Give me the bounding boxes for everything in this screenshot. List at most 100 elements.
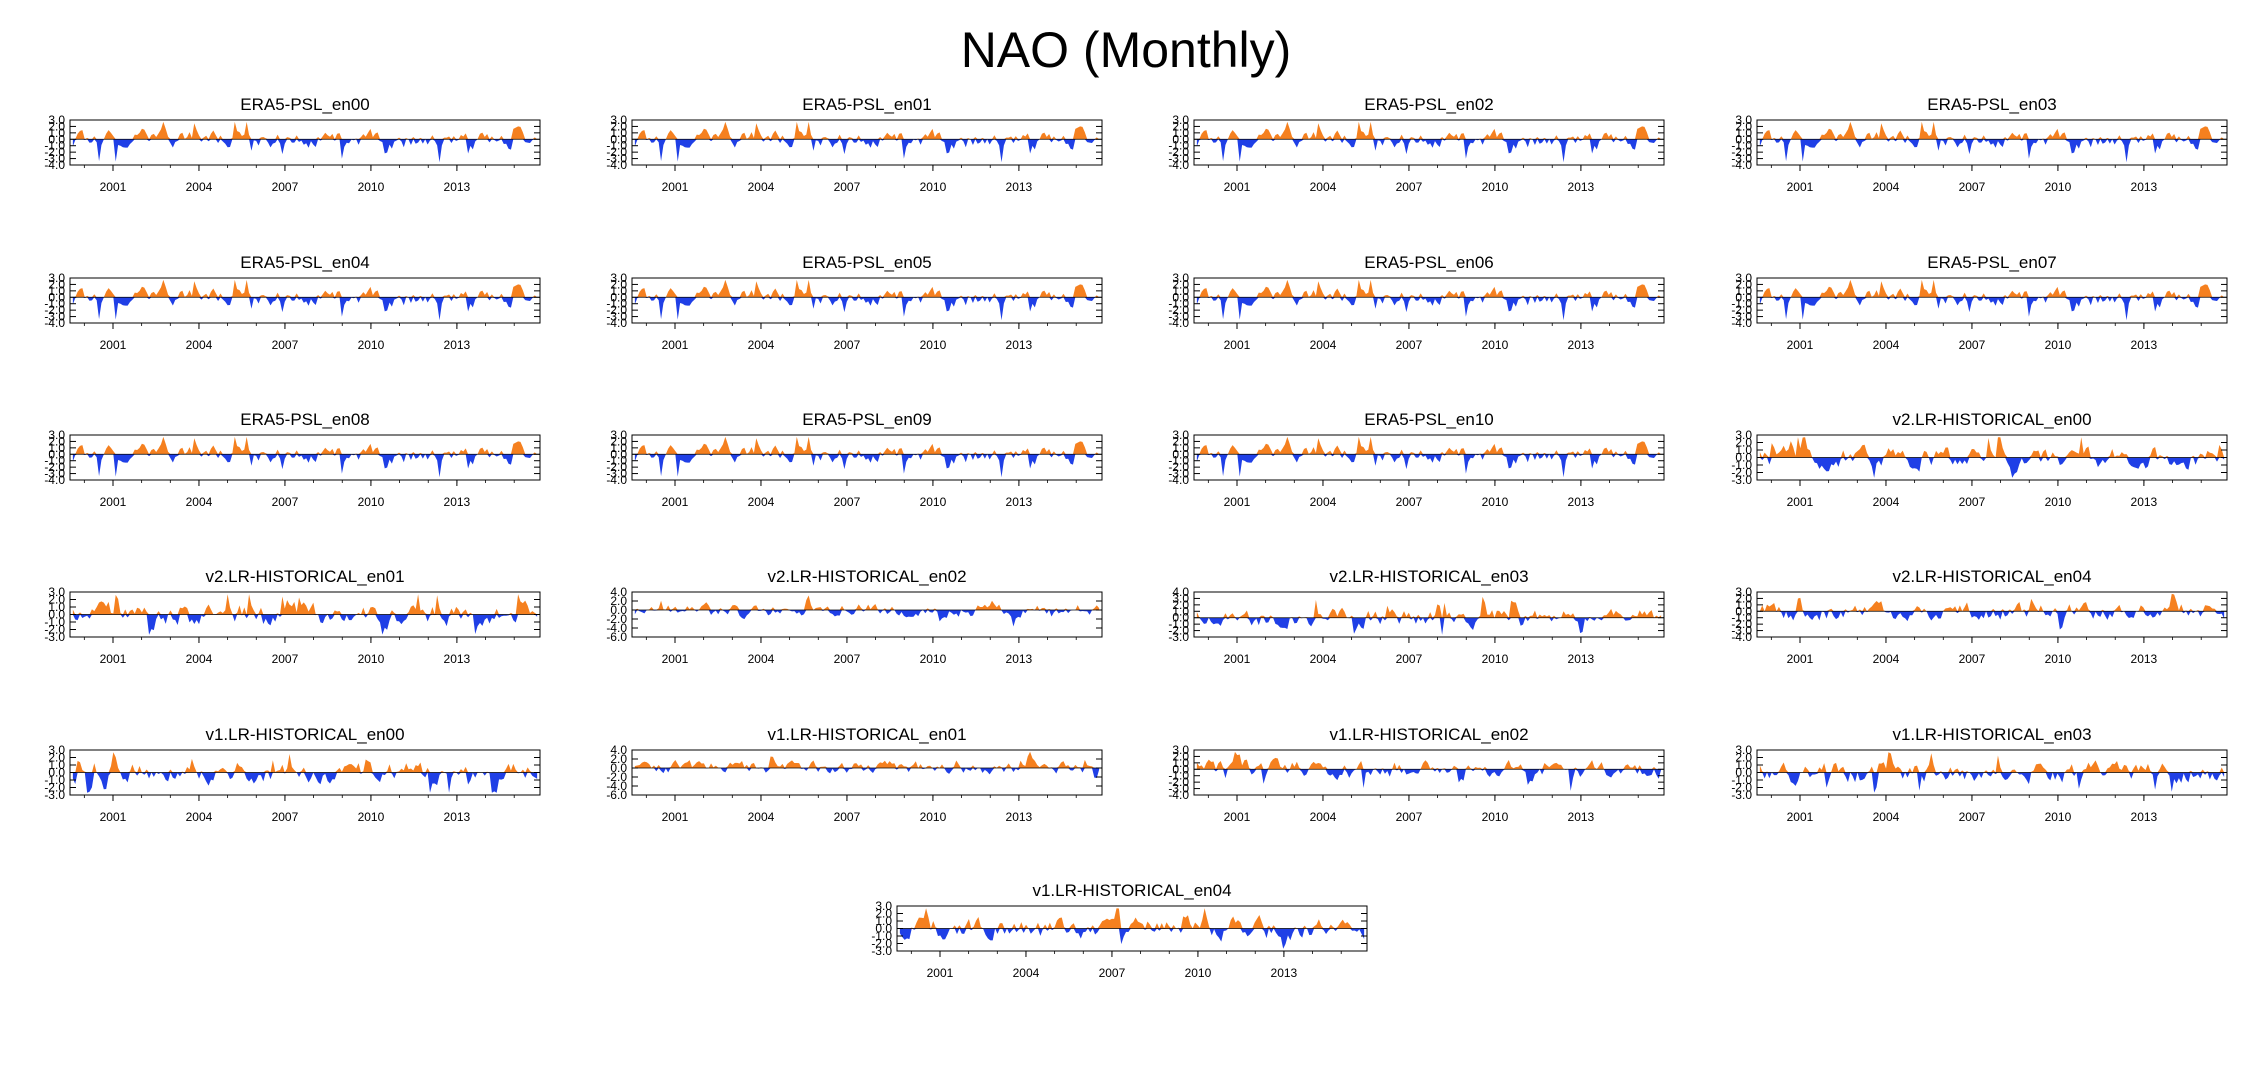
y-tick-label: -2.0 xyxy=(1731,145,1752,159)
y-tick-label: 0.0 xyxy=(1172,447,1189,461)
plot-frame xyxy=(631,591,1103,638)
nao-panel: v2.LR-HISTORICAL_en00 3.0 2.0 1.0 0.0 -1.0 -2.… xyxy=(1697,395,2252,555)
y-tick-label: -1.0 xyxy=(1731,611,1752,625)
y-tick-label: 2.0 xyxy=(1735,436,1752,450)
panel-title: ERA5-PSL_en00 xyxy=(240,95,369,114)
x-tick-label: 2001 xyxy=(662,495,689,509)
y-tick-label: 2.0 xyxy=(48,434,65,448)
y-tick-label: 2.0 xyxy=(1735,591,1752,605)
y-tick-label: 2.0 xyxy=(610,434,627,448)
plot-frame xyxy=(1193,277,1665,324)
nao-panel-chart: ERA5-PSL_en09 3.02.01.00.0-1.0-2.0-3.0-4.… xyxy=(606,410,1103,509)
y-tick-label: 1.0 xyxy=(1735,284,1752,298)
nao-panel-chart: ERA5-PSL_en07 3.02.01.00.0-1.0-2.0-3.0-4.… xyxy=(1731,253,2228,352)
nao-panel-chart: ERA5-PSL_en04 3.02.01.00.0-1.0-2.0-3.0-4.… xyxy=(44,253,541,352)
y-tick-label: -1.0 xyxy=(1731,458,1752,472)
nao-panel-chart: v1.LR-HISTORICAL_en01 4.02.00.0-2.0-4.0-6… xyxy=(606,725,1103,824)
x-tick-label: 2007 xyxy=(272,495,299,509)
y-tick-label: 1.0 xyxy=(875,914,892,928)
positive-area xyxy=(634,595,1100,610)
x-tick-label: 2007 xyxy=(1959,652,1986,666)
y-tick-label: 0.0 xyxy=(48,132,65,146)
y-tick-label: -4.0 xyxy=(606,779,627,793)
positive-area xyxy=(1196,596,1662,618)
panel-title: v1.LR-HISTORICAL_en02 xyxy=(1329,725,1528,744)
y-tick-label: -4.0 xyxy=(1168,473,1189,487)
y-tick-label: -1.0 xyxy=(1168,297,1189,311)
x-tick-label: 2001 xyxy=(100,495,127,509)
plot-frame xyxy=(69,119,541,166)
x-tick-label: 2004 xyxy=(1310,180,1337,194)
y-tick-label: 0.0 xyxy=(610,603,627,617)
y-tick-label: -1.0 xyxy=(1731,297,1752,311)
panel-title: v2.LR-HISTORICAL_en02 xyxy=(767,567,966,586)
nao-panel: v2.LR-HISTORICAL_en02 4.0 2.0 0.0 -2.0 -4.0 -6… xyxy=(572,552,1132,712)
y-tick-label: 0.0 xyxy=(48,608,65,622)
nao-panel: v1.LR-HISTORICAL_en04 3.0 2.0 1.0 0.0 -1.0 -2.… xyxy=(837,866,1397,1026)
positive-area xyxy=(1196,751,1662,770)
negative-area xyxy=(72,454,538,478)
y-tick-label: 0.0 xyxy=(610,132,627,146)
y-tick-label: -3.0 xyxy=(871,944,892,958)
positive-area xyxy=(1759,752,2225,773)
y-tick-label: -3.0 xyxy=(606,467,627,481)
x-tick-label: 2010 xyxy=(920,180,947,194)
y-tick-label: -2.0 xyxy=(44,460,65,474)
plot-frame xyxy=(631,434,1103,481)
y-tick-label: 3.0 xyxy=(48,271,65,285)
y-tick-label: -2.0 xyxy=(1731,781,1752,795)
y-tick-label: 2.0 xyxy=(1172,119,1189,133)
nao-panel-chart: ERA5-PSL_en03 3.02.01.00.0-1.0-2.0-3.0-4.… xyxy=(1731,95,2228,194)
y-tick-label: -1.0 xyxy=(1731,139,1752,153)
y-tick-label: 1.0 xyxy=(48,284,65,298)
nao-panel: ERA5-PSL_en06 3.0 2.0 1.0 0.0 -1.0 -2.0 -3.0 -4.… xyxy=(1134,238,1694,398)
y-tick-label: 0.0 xyxy=(610,290,627,304)
x-tick-label: 2007 xyxy=(1099,966,1126,980)
nao-panel: v1.LR-HISTORICAL_en03 3.0 2.0 1.0 0.0 -1.0 -2.… xyxy=(1697,710,2252,870)
y-tick-label: -3.0 xyxy=(1731,310,1752,324)
negative-area xyxy=(634,139,1100,163)
nao-panel: ERA5-PSL_en03 3.0 2.0 1.0 0.0 -1.0 -2.0 -3.0 -4.… xyxy=(1697,80,2252,240)
nao-panel-chart: v2.LR-HISTORICAL_en04 3.02.01.00.0-1.0-2.… xyxy=(1731,567,2228,666)
positive-area xyxy=(72,279,538,298)
x-tick-label: 2001 xyxy=(100,180,127,194)
positive-area xyxy=(634,121,1100,140)
y-tick-label: -1.0 xyxy=(44,454,65,468)
x-tick-label: 2001 xyxy=(1787,180,1814,194)
positive-area xyxy=(1196,121,1662,140)
y-tick-label: 0.0 xyxy=(610,761,627,775)
y-tick-label: -2.0 xyxy=(44,623,65,637)
x-tick-label: 2001 xyxy=(1224,652,1251,666)
y-tick-label: 0.0 xyxy=(1172,611,1189,625)
x-tick-label: 2004 xyxy=(1873,338,1900,352)
y-tick-label: 3.0 xyxy=(48,113,65,127)
y-tick-label: -3.0 xyxy=(1731,788,1752,802)
nao-panel-chart: ERA5-PSL_en02 3.02.01.00.0-1.0-2.0-3.0-4.… xyxy=(1168,95,1665,194)
panel-title: ERA5-PSL_en02 xyxy=(1364,95,1493,114)
y-tick-label: 3.0 xyxy=(610,428,627,442)
y-tick-label: -1.0 xyxy=(1168,617,1189,631)
y-tick-label: -1.0 xyxy=(44,615,65,629)
x-tick-label: 2001 xyxy=(100,652,127,666)
y-tick-label: 2.0 xyxy=(875,907,892,921)
nao-panel: ERA5-PSL_en09 3.0 2.0 1.0 0.0 -1.0 -2.0 -3.0 -4.… xyxy=(572,395,1132,555)
positive-area xyxy=(1196,436,1662,455)
y-tick-label: -4.0 xyxy=(1168,158,1189,172)
x-tick-label: 2007 xyxy=(272,810,299,824)
negative-area xyxy=(1759,772,2225,793)
x-tick-label: 2013 xyxy=(1271,966,1298,980)
y-tick-label: 3.0 xyxy=(610,271,627,285)
x-tick-label: 2007 xyxy=(1959,180,1986,194)
y-tick-label: 2.0 xyxy=(1172,277,1189,291)
panel-title: ERA5-PSL_en07 xyxy=(1927,253,2056,272)
negative-area xyxy=(1759,139,2225,163)
y-tick-label: -1.0 xyxy=(1731,773,1752,787)
y-tick-label: 3.0 xyxy=(1735,271,1752,285)
nao-panel: v1.LR-HISTORICAL_en01 4.0 2.0 0.0 -2.0 -4.0 -6… xyxy=(572,710,1132,870)
nao-panel-chart: ERA5-PSL_en05 3.02.01.00.0-1.0-2.0-3.0-4.… xyxy=(606,253,1103,352)
y-tick-label: -4.0 xyxy=(606,158,627,172)
x-tick-label: 2010 xyxy=(1185,966,1212,980)
x-tick-label: 2007 xyxy=(1396,338,1423,352)
x-tick-label: 2004 xyxy=(186,495,213,509)
plot-frame xyxy=(1193,591,1665,638)
